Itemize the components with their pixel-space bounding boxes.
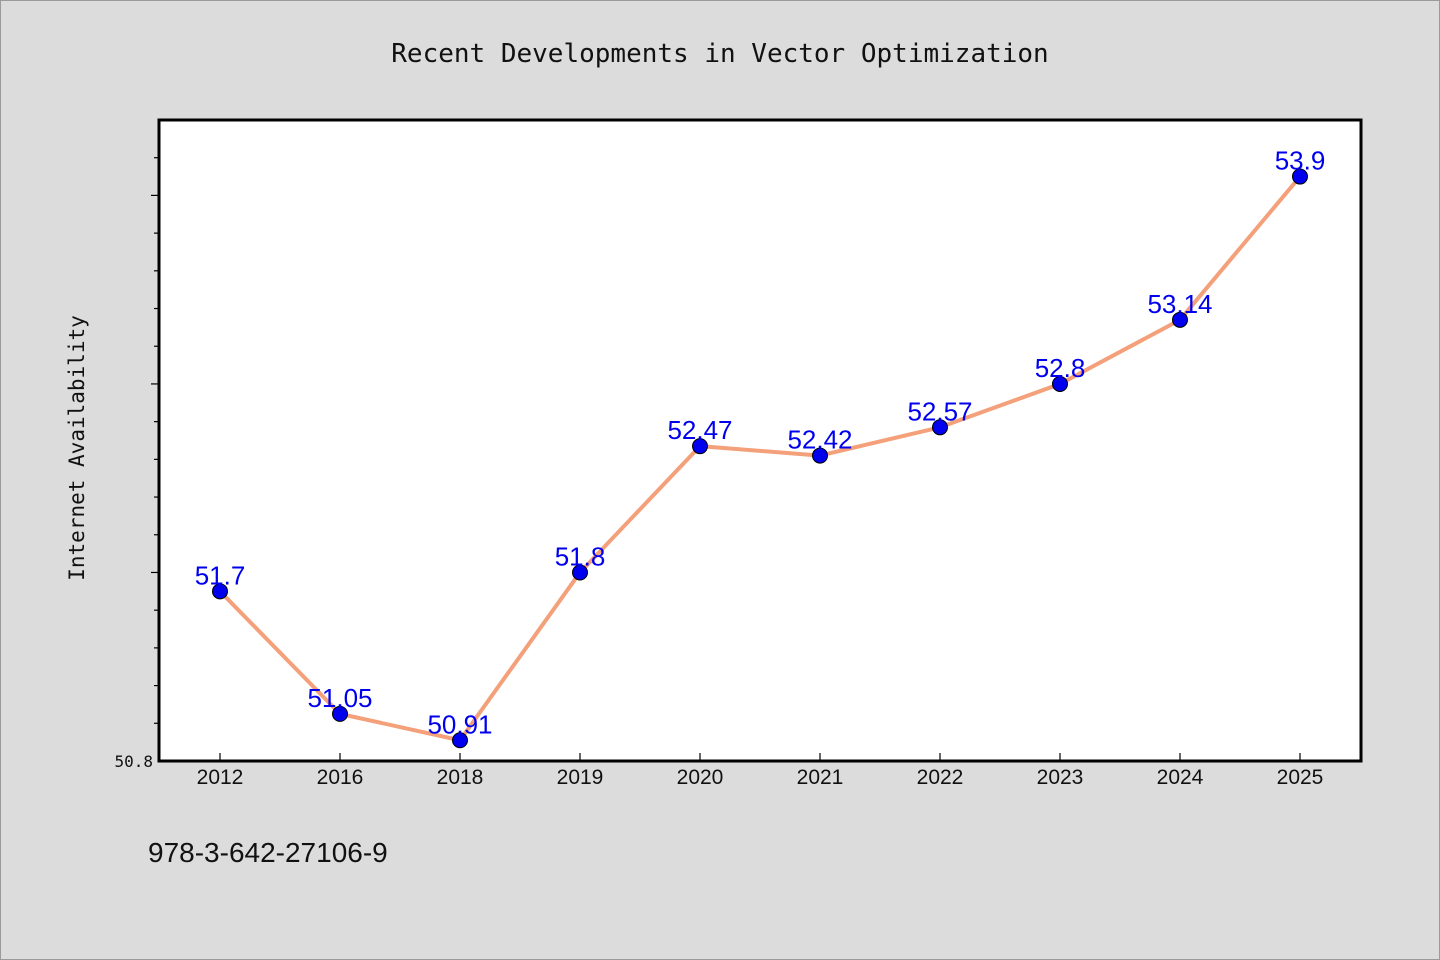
data-label: 53.14 <box>1147 289 1212 319</box>
data-point <box>572 564 588 581</box>
y-axis-label: Internet Availability <box>65 315 89 581</box>
data-point <box>1052 375 1068 392</box>
data-point <box>452 732 468 749</box>
data-label: 51.7 <box>195 560 246 590</box>
data-label: 52.8 <box>1035 353 1086 383</box>
data-label: 51.8 <box>555 541 606 571</box>
x-tick-label: 2024 <box>1157 766 1204 789</box>
data-label: 52.57 <box>907 396 972 426</box>
data-point <box>692 438 708 455</box>
x-tick-label: 2012 <box>197 766 244 789</box>
plot-area <box>157 118 1363 763</box>
x-tick-label: 2022 <box>917 766 964 789</box>
data-labels: 51.7 51.05 50.91 51.8 52.47 52.42 52.57 52.8 53.… <box>195 146 1326 740</box>
data-point <box>812 447 828 464</box>
data-label: 50.91 <box>427 709 492 739</box>
isbn-footnote: 978-3-642-27106-9 <box>148 837 388 868</box>
y-axis-ticks: 50.8 <box>114 157 159 771</box>
x-tick-label: 2016 <box>317 766 364 789</box>
data-point <box>1292 168 1308 185</box>
data-point <box>212 583 228 600</box>
data-point <box>932 419 948 436</box>
data-markers <box>212 168 1308 749</box>
x-tick-label: 2020 <box>677 766 724 789</box>
x-tick-label: 2019 <box>557 766 604 789</box>
data-point <box>1172 311 1188 328</box>
data-label: 52.47 <box>667 415 732 445</box>
data-series <box>218 174 1302 743</box>
x-tick-label: 2018 <box>437 766 484 789</box>
data-label: 51.05 <box>307 683 372 713</box>
series-line <box>218 174 1302 743</box>
data-label: 53.9 <box>1275 146 1326 176</box>
x-tick-label: 2023 <box>1037 766 1084 789</box>
y-tick-label: 50.8 <box>114 752 153 771</box>
x-axis-ticks: 2012 2016 2018 2019 2020 2021 2022 2023 2024 2025 <box>197 753 1324 789</box>
x-tick-label: 2025 <box>1277 766 1324 789</box>
data-label: 52.42 <box>787 425 852 455</box>
chart-title: Recent Developments in Vector Optimizati… <box>391 39 1048 69</box>
data-point <box>332 705 348 722</box>
x-tick-label: 2021 <box>797 766 844 789</box>
